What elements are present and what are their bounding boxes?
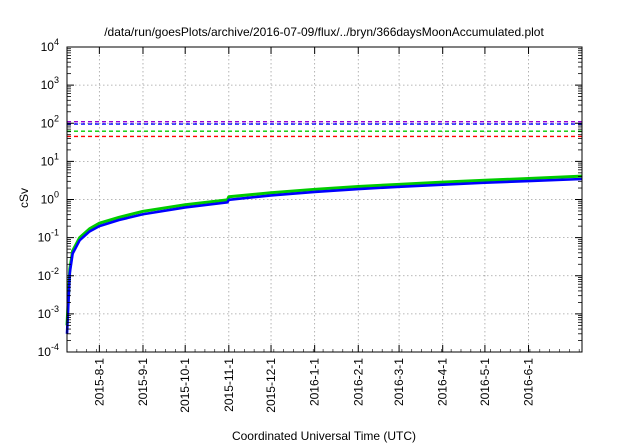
x-tick-label: 2015-9-1 — [136, 358, 150, 406]
grid — [67, 47, 582, 352]
y-tick-label: 10-2 — [38, 266, 59, 283]
y-tick-label: 10-3 — [38, 304, 59, 321]
x-tick-label: 2016-2-1 — [351, 358, 365, 406]
x-tick-label: 2016-5-1 — [478, 358, 492, 406]
data-series — [65, 174, 583, 334]
x-tick-label: 2016-6-1 — [522, 358, 536, 406]
y-tick-label: 10-1 — [38, 228, 59, 245]
x-axis-label: Coordinated Universal Time (UTC) — [232, 429, 416, 443]
y-tick-label: 100 — [41, 190, 59, 207]
x-tick-label: 2016-3-1 — [392, 358, 406, 406]
x-axis-ticks: 2015-8-1 2015-9-1 2015-10-1 2015-11-1 2015-1… — [66, 47, 580, 413]
x-tick-label: 2015-11-1 — [222, 358, 236, 412]
y-tick-label: 10-4 — [38, 342, 59, 359]
x-tick-label: 2016-1-1 — [308, 358, 322, 406]
threshold-lines — [67, 120, 582, 138]
x-tick-label: 2016-4-1 — [436, 358, 450, 406]
chart-title: /data/run/goesPlots/archive/2016-07-09/f… — [104, 25, 544, 39]
series-line — [65, 177, 583, 334]
y-tick-label: 103 — [41, 75, 59, 92]
x-tick-label: 2015-8-1 — [92, 358, 106, 406]
y-axis-label: cSv — [17, 188, 31, 208]
y-tick-label: 104 — [41, 37, 59, 54]
y-tick-label: 101 — [41, 151, 59, 168]
y-axis-ticks: 10-4 10-3 10-2 10-1 100 101 102 103 104 — [38, 37, 582, 359]
series-line — [65, 174, 583, 326]
x-tick-label: 2015-10-1 — [178, 358, 192, 413]
y-tick-label: 102 — [41, 113, 59, 130]
x-tick-label: 2015-12-1 — [264, 358, 278, 413]
